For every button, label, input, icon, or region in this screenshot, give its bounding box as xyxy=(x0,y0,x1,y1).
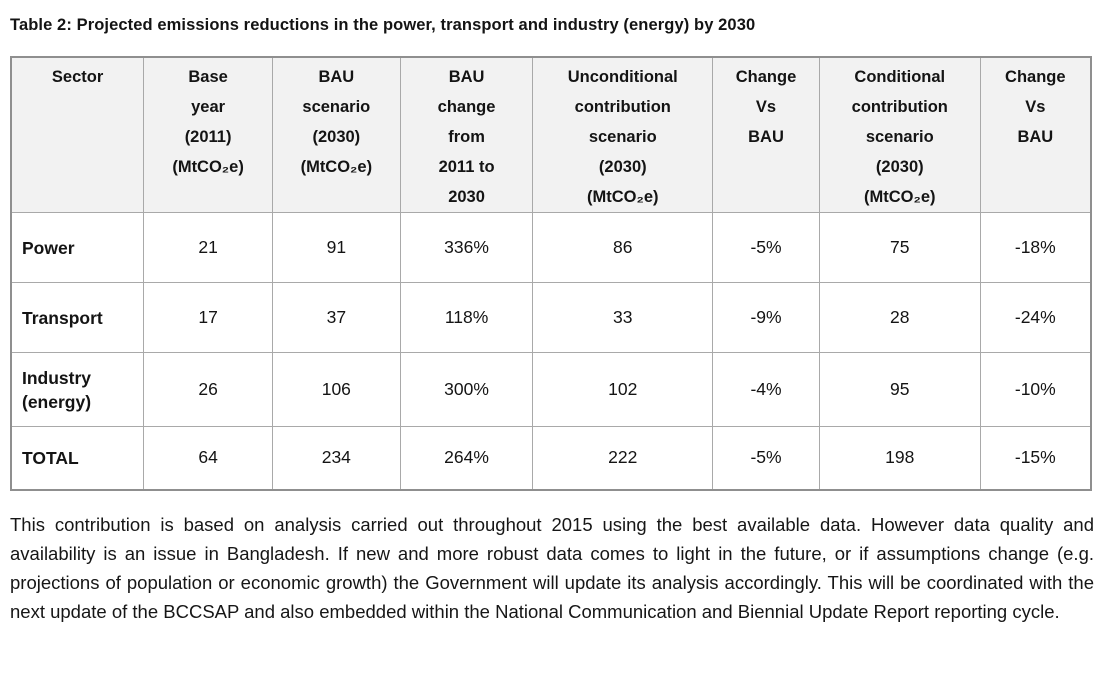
cell-value: -5% xyxy=(712,212,820,283)
cell-value: -15% xyxy=(979,426,1092,490)
cell-value: 300% xyxy=(399,352,534,427)
cell-value: 102 xyxy=(532,352,714,427)
cell-value: 64 xyxy=(143,426,273,490)
sector-label: Transport xyxy=(10,282,145,353)
cell-value: -18% xyxy=(979,212,1092,283)
cell-value: 234 xyxy=(271,426,401,490)
header-cell-change-vs-bau-2: Change Vs BAU xyxy=(979,56,1092,213)
header-cell-bau-scenario: BAU scenario (2030) (MtCO₂e) xyxy=(271,56,401,213)
cell-value: 264% xyxy=(399,426,534,490)
cell-value: -9% xyxy=(712,282,820,353)
table-header-row: Sector Base year (2011) (MtCO₂e) BAU sce… xyxy=(10,56,1092,213)
cell-value: 17 xyxy=(143,282,273,353)
cell-value: 28 xyxy=(818,282,981,353)
cell-value: -24% xyxy=(979,282,1092,353)
cell-value: 106 xyxy=(271,352,401,427)
cell-value: 75 xyxy=(818,212,981,283)
cell-value: 222 xyxy=(532,426,714,490)
cell-value: 37 xyxy=(271,282,401,353)
cell-value: -5% xyxy=(712,426,820,490)
cell-value: 33 xyxy=(532,282,714,353)
table-row-transport: Transport 17 37 118% 33 -9% 28 -24% xyxy=(10,282,1092,353)
header-cell-sector: Sector xyxy=(10,56,145,213)
header-cell-base-year: Base year (2011) (MtCO₂e) xyxy=(143,56,273,213)
table-row-power: Power 21 91 336% 86 -5% 75 -18% xyxy=(10,212,1092,283)
cell-value: -10% xyxy=(979,352,1092,427)
cell-value: 21 xyxy=(143,212,273,283)
table-caption: Table 2: Projected emissions reductions … xyxy=(10,16,756,34)
emissions-table: Sector Base year (2011) (MtCO₂e) BAU sce… xyxy=(10,56,1092,491)
table-row-total: TOTAL 64 234 264% 222 -5% 198 -15% xyxy=(10,426,1092,490)
cell-value: 118% xyxy=(399,282,534,353)
sector-label: Industry (energy) xyxy=(10,352,145,427)
sector-label: Power xyxy=(10,212,145,283)
cell-value: 336% xyxy=(399,212,534,283)
header-cell-change-vs-bau-1: Change Vs BAU xyxy=(712,56,820,213)
cell-value: 86 xyxy=(532,212,714,283)
header-cell-bau-change: BAU change from 2011 to 2030 xyxy=(399,56,534,213)
cell-value: 95 xyxy=(818,352,981,427)
cell-value: -4% xyxy=(712,352,820,427)
sector-label: TOTAL xyxy=(10,426,145,490)
cell-value: 91 xyxy=(271,212,401,283)
header-cell-conditional: Conditional contribution scenario (2030)… xyxy=(818,56,981,213)
header-cell-unconditional: Unconditional contribution scenario (203… xyxy=(532,56,714,213)
cell-value: 26 xyxy=(143,352,273,427)
body-paragraph: This contribution is based on analysis c… xyxy=(10,513,1094,622)
table-row-industry-energy: Industry (energy) 26 106 300% 102 -4% 95… xyxy=(10,352,1092,427)
cell-value: 198 xyxy=(818,426,981,490)
